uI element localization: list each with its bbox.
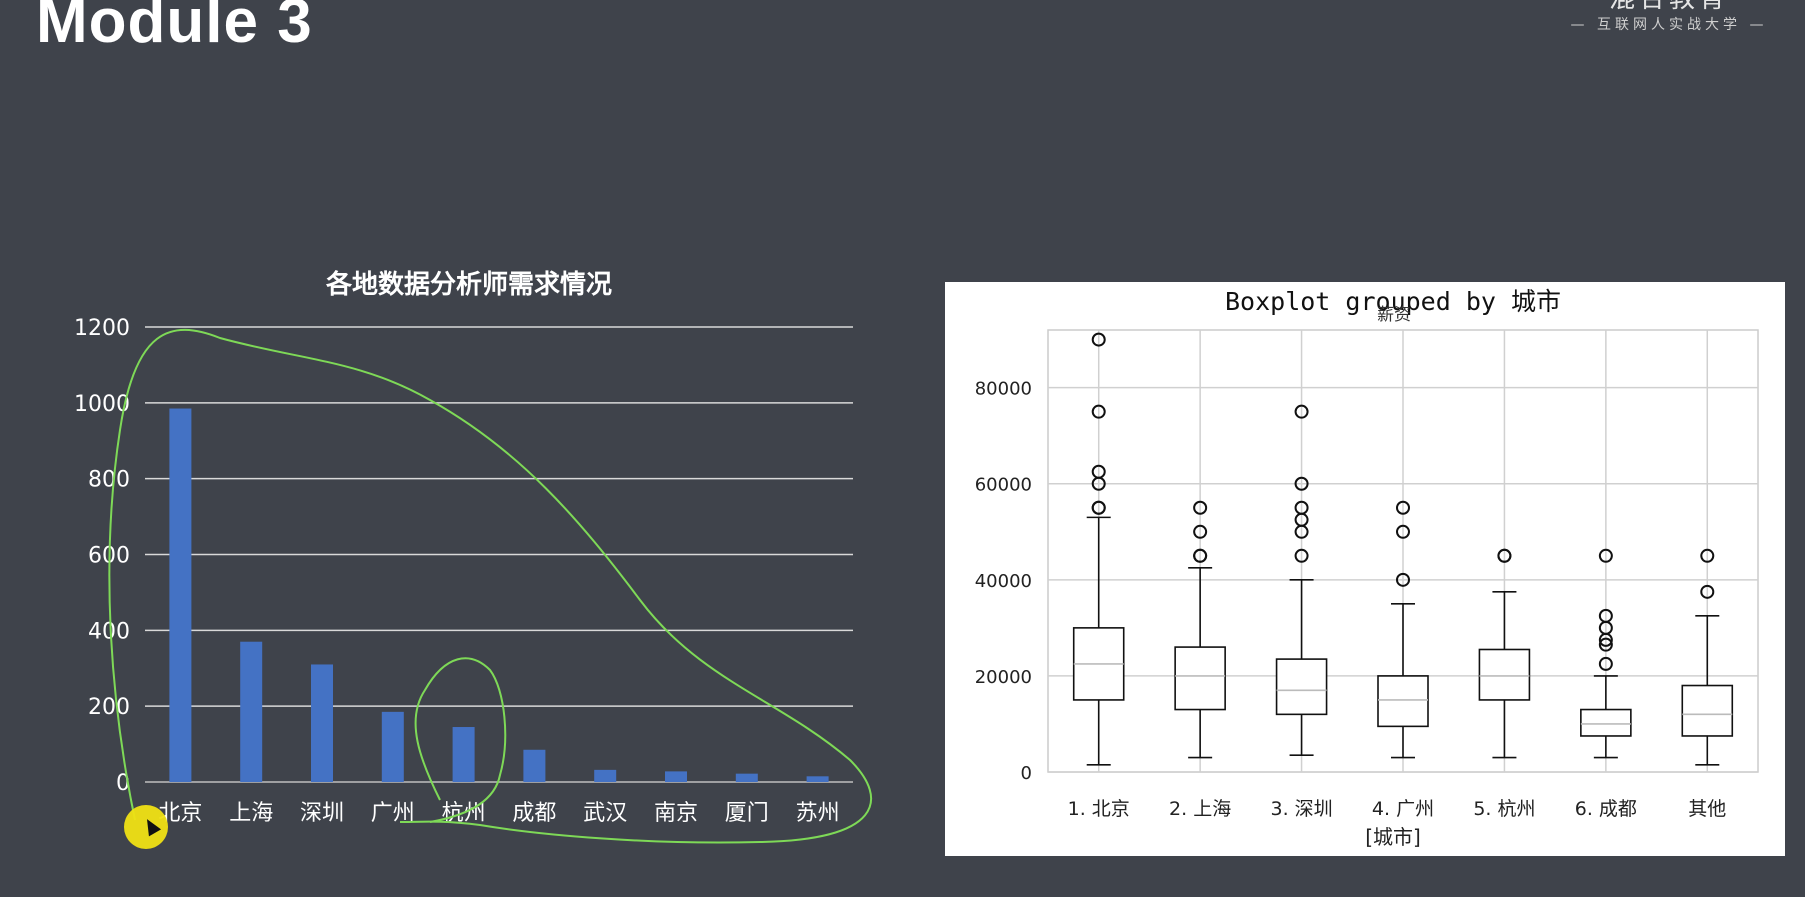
outlier-point (1294, 404, 1309, 419)
y-tick-label: 40000 (975, 571, 1032, 592)
x-tick-label: 成都 (512, 801, 556, 826)
outlier-point (1396, 524, 1410, 539)
outlier-point (1598, 656, 1613, 671)
box-4 (1377, 675, 1429, 728)
bar-chart: 各地数据分析师需求情况 0 200 400 600 800 1000 1200 北京 上海 深圳 广州… (0, 0, 900, 897)
x-tick-label: 4. 广州 (1372, 798, 1434, 820)
box-7 (1681, 684, 1734, 737)
brand-name: 混合教育 (1569, 0, 1769, 12)
y-tick-label: 0 (116, 771, 130, 796)
outlier-point (1598, 608, 1613, 623)
x-tick-label: 其他 (1688, 798, 1726, 820)
y-tick-label: 80000 (975, 379, 1032, 400)
boxplot-subtitle: 薪资 (1377, 305, 1411, 325)
box-5 (1478, 648, 1531, 701)
x-axis-label: [城市] (1365, 825, 1421, 849)
outlier-point (1091, 500, 1106, 515)
y-tick-label: 800 (88, 468, 130, 493)
y-tick-label: 1000 (74, 392, 130, 417)
y-tick-label: 20000 (975, 667, 1032, 688)
bar-上海 (240, 641, 263, 782)
outlier-point (1091, 332, 1106, 347)
outlier-point (1193, 524, 1208, 539)
cursor-highlight (124, 805, 168, 849)
brand-tagline: — 互联网人实战大学 — (1570, 17, 1768, 33)
outlier-point (1294, 548, 1309, 563)
y-tick-label: 600 (88, 544, 130, 569)
boxplot-title: Boxplot grouped by 城市 (1225, 287, 1561, 316)
x-tick-label: 2. 上海 (1169, 798, 1231, 820)
brand-logo: 混合教育 — 互联网人实战大学 — (1569, 0, 1769, 34)
bar-南京 (665, 771, 687, 782)
x-tick-label: 上海 (229, 801, 273, 826)
outlier-point (1294, 500, 1309, 515)
x-tick-label: 广州 (371, 801, 415, 826)
bar-chart-title: 各地数据分析师需求情况 (325, 269, 612, 300)
x-tick-label: 杭州 (442, 801, 486, 826)
y-tick-label: 1200 (74, 316, 130, 341)
boxplot-panel: Boxplot grouped by 城市 薪资 0 20000 40000 60000 8… (945, 282, 1785, 856)
bar-苏州 (806, 776, 829, 782)
bar-北京 (169, 408, 192, 782)
box-6 (1580, 708, 1632, 737)
slide-title: Module 3 (36, 0, 313, 56)
outlier-point (1396, 572, 1410, 587)
y-tick-label: 60000 (975, 475, 1032, 496)
bar-武汉 (594, 769, 617, 782)
y-tick-label: 0 (1021, 763, 1032, 784)
x-tick-label: 厦门 (725, 801, 769, 826)
x-tick-label: 南京 (654, 801, 698, 826)
bar-广州 (381, 711, 404, 782)
x-tick-label: 5. 杭州 (1473, 798, 1535, 820)
box-3 (1275, 658, 1328, 716)
box-2 (1174, 646, 1226, 711)
y-tick-label: 200 (88, 695, 130, 720)
outlier-point (1193, 548, 1208, 563)
x-tick-label: 6. 成都 (1575, 798, 1637, 820)
x-tick-label: 深圳 (300, 801, 344, 826)
outlier-point (1598, 637, 1613, 652)
outlier-point (1294, 476, 1309, 491)
outlier-point (1598, 548, 1613, 563)
x-tick-label: 武汉 (583, 801, 627, 826)
bar-成都 (523, 749, 546, 782)
x-tick-label: 3. 深圳 (1270, 798, 1332, 820)
x-tick-label: 苏州 (796, 801, 840, 826)
bar-深圳 (311, 664, 333, 782)
bar-厦门 (735, 773, 758, 782)
x-tick-label: 1. 北京 (1068, 798, 1130, 820)
outlier-point (1497, 548, 1512, 563)
y-tick-label: 400 (88, 619, 130, 644)
bar-杭州 (452, 727, 475, 782)
outlier-point (1091, 404, 1106, 419)
outlier-point (1700, 584, 1715, 599)
outlier-point (1700, 548, 1715, 563)
outlier-point (1193, 500, 1208, 515)
outlier-point (1396, 500, 1410, 515)
outlier-point (1091, 464, 1106, 479)
